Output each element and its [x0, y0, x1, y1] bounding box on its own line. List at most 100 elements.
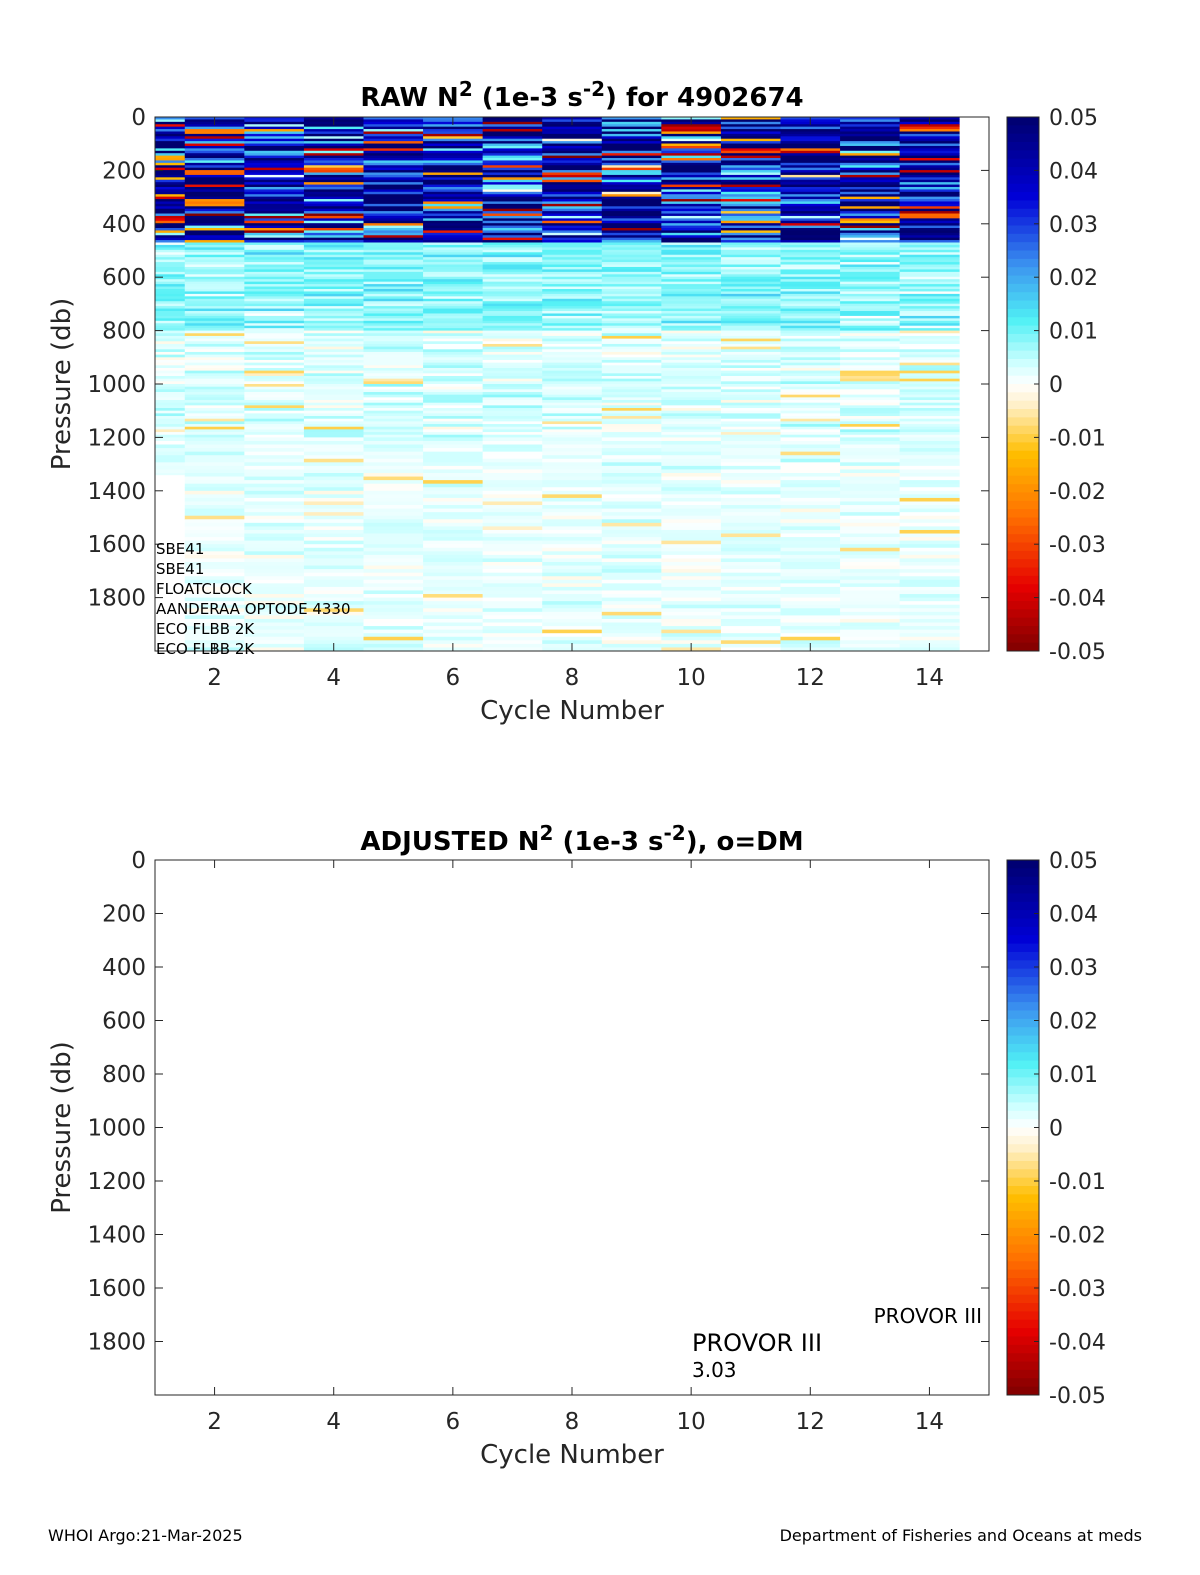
heatmap-cell: [899, 174, 960, 178]
heatmap-cell: [899, 343, 960, 348]
heatmap-cell: [303, 271, 364, 275]
heatmap-cell: [661, 473, 722, 477]
heatmap-cell: [720, 138, 781, 142]
heatmap-cell: [482, 167, 543, 171]
heatmap-cell: [840, 622, 901, 627]
heatmap-cell: [363, 301, 424, 305]
heatmap-cell: [720, 335, 781, 340]
heatmap-cell: [661, 421, 722, 425]
heatmap-cell: [720, 540, 781, 545]
heatmap-cell: [899, 170, 960, 173]
heatmap-cell: [423, 155, 484, 159]
heatmap-cell: [661, 487, 722, 492]
heatmap-cell: [840, 402, 901, 406]
heatmap-cell: [303, 203, 364, 207]
heatmap-cell: [303, 444, 364, 449]
heatmap-cell: [423, 487, 484, 492]
heatmap-cell: [601, 330, 662, 334]
heatmap-cell: [601, 480, 662, 485]
heatmap-cell: [303, 252, 364, 256]
heatmap-cell: [601, 145, 662, 149]
colorbar-swatch: [1007, 300, 1039, 310]
heatmap-cell: [720, 384, 781, 388]
colorbar-swatch: [1007, 1186, 1039, 1195]
colorbar-swatch: [1007, 901, 1039, 911]
heatmap-cell: [720, 469, 781, 474]
heatmap-cell: [840, 199, 901, 202]
heatmap-cell: [155, 426, 186, 430]
heatmap-cell: [661, 551, 722, 556]
heatmap-cell: [482, 408, 543, 412]
heatmap-cell: [303, 640, 364, 645]
heatmap-cell: [661, 315, 722, 319]
footer-institution: Department of Fisheries and Oceans at me…: [779, 1526, 1142, 1545]
heatmap-cell: [303, 462, 364, 467]
heatmap-cell: [184, 640, 245, 645]
heatmap-cell: [303, 242, 364, 246]
heatmap-cell: [780, 458, 841, 463]
heatmap-cell: [899, 562, 960, 566]
heatmap-cell: [184, 508, 245, 513]
heatmap-cell: [661, 306, 722, 309]
heatmap-cell: [244, 284, 305, 287]
colorbar-swatch: [1007, 1119, 1039, 1128]
heatmap-cell: [482, 284, 543, 287]
heatmap-cell: [720, 150, 781, 154]
heatmap-cell: [184, 335, 245, 340]
heatmap-cell: [423, 448, 484, 453]
heatmap-cell: [363, 249, 424, 253]
heatmap-cell: [840, 373, 901, 377]
heatmap-cell: [899, 487, 960, 492]
heatmap-cell: [780, 512, 841, 517]
heatmap-cell: [720, 594, 781, 598]
heatmap-cell: [720, 362, 781, 366]
heatmap-cell: [720, 182, 781, 185]
heatmap-cell: [184, 215, 245, 219]
heatmap-cell: [423, 269, 484, 273]
heatmap-cell: [720, 386, 781, 390]
heatmap-cell: [840, 590, 901, 595]
heatmap-cell: [720, 473, 781, 477]
heatmap-cell: [840, 174, 901, 178]
heatmap-cell: [542, 400, 603, 404]
heatmap-cell: [303, 335, 364, 340]
colorbar-swatch: [1007, 450, 1039, 460]
heatmap-cell: [601, 323, 662, 327]
heatmap-cell: [244, 237, 305, 241]
heatmap-cell: [184, 597, 245, 602]
heatmap-cell: [899, 328, 960, 331]
heatmap-cell: [482, 211, 543, 214]
heatmap-cell: [155, 473, 186, 476]
heatmap-cell: [363, 266, 424, 270]
heatmap-cell: [542, 558, 603, 563]
chart-title: RAW N2 (1e-3 s-2) for 4902674: [360, 77, 803, 113]
heatmap-cell: [482, 259, 543, 263]
heatmap-cell: [184, 279, 245, 283]
heatmap-cell: [720, 158, 781, 161]
heatmap-cell: [780, 220, 841, 224]
heatmap-cell: [482, 526, 543, 531]
heatmap-cell: [720, 429, 781, 433]
heatmap-cell: [720, 611, 781, 616]
heatmap-cell: [363, 215, 424, 219]
heatmap-cell: [155, 375, 186, 380]
heatmap-cell: [363, 381, 424, 385]
heatmap-cell: [661, 325, 722, 329]
heatmap-cell: [601, 170, 662, 173]
heatmap-cell: [661, 301, 722, 305]
heatmap-cell: [899, 576, 960, 581]
heatmap-cell: [303, 160, 364, 164]
heatmap-cell: [780, 346, 841, 350]
heatmap-cell: [661, 189, 722, 193]
heatmap-cell: [780, 572, 841, 577]
heatmap-cell: [423, 444, 484, 449]
heatmap-cell: [899, 242, 960, 246]
heatmap-cell: [899, 469, 960, 474]
heatmap-cell: [155, 230, 186, 234]
heatmap-cell: [780, 424, 841, 428]
heatmap-cell: [780, 172, 841, 176]
heatmap-cell: [720, 237, 781, 241]
heatmap-cell: [155, 167, 186, 171]
heatmap-cell: [303, 618, 364, 623]
heatmap-cell: [720, 133, 781, 137]
